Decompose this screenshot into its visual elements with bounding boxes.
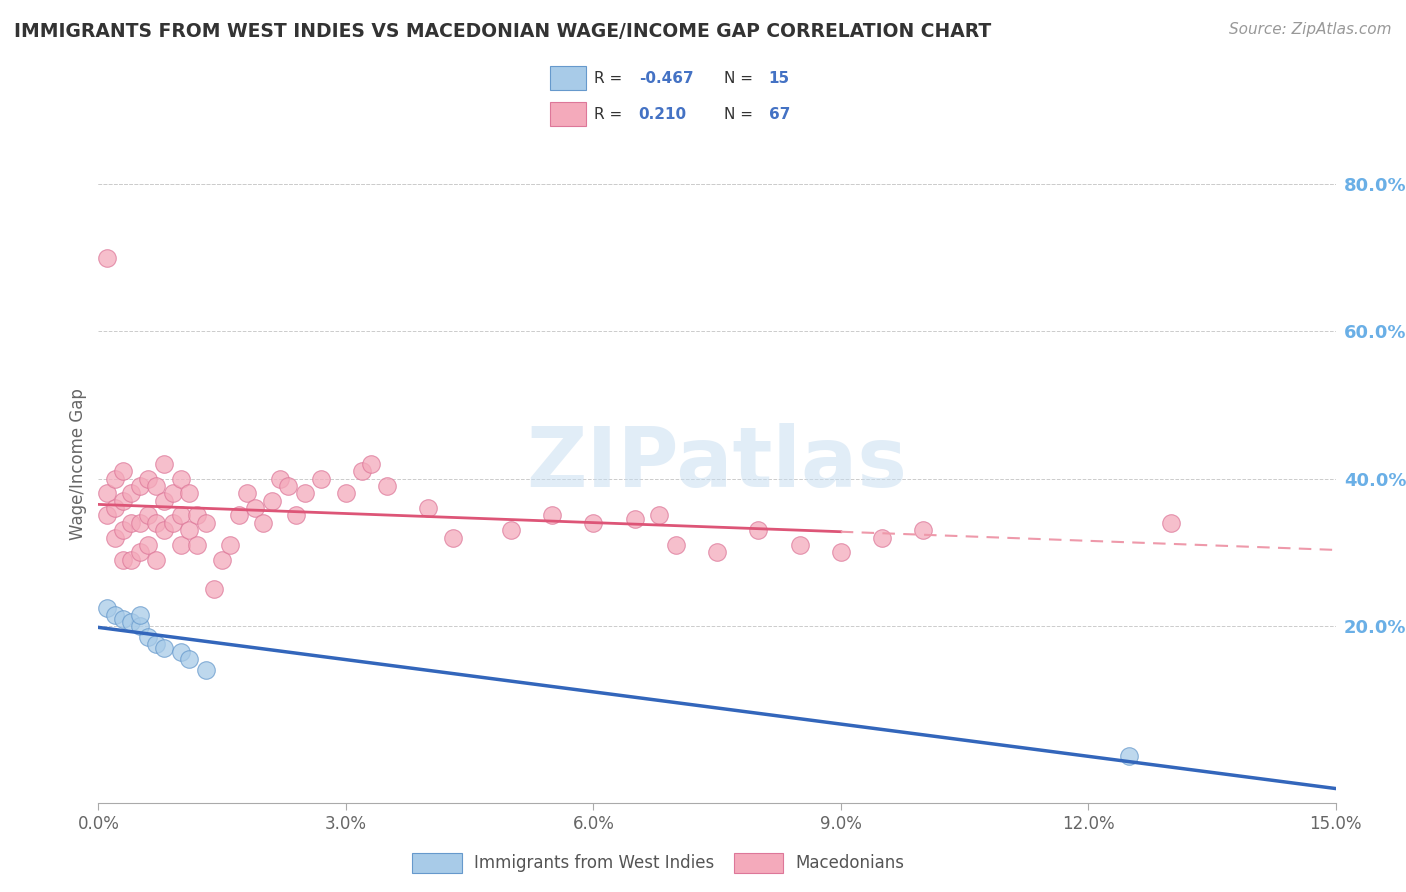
Point xyxy=(309,472,332,486)
Point xyxy=(260,493,283,508)
Point xyxy=(219,538,242,552)
Point xyxy=(269,472,291,486)
Text: R =: R = xyxy=(595,107,623,121)
Point xyxy=(145,479,167,493)
Point xyxy=(360,457,382,471)
Point xyxy=(145,637,167,651)
Point xyxy=(252,516,274,530)
Point xyxy=(648,508,671,523)
Point xyxy=(170,645,193,659)
Point xyxy=(243,501,266,516)
Text: Source: ZipAtlas.com: Source: ZipAtlas.com xyxy=(1229,22,1392,37)
Text: Immigrants from West Indies: Immigrants from West Indies xyxy=(474,854,714,872)
Point xyxy=(112,464,135,478)
Point xyxy=(170,472,193,486)
Bar xyxy=(550,103,586,126)
Point xyxy=(104,531,127,545)
Point xyxy=(541,508,564,523)
Point xyxy=(194,516,217,530)
Point xyxy=(128,545,150,559)
Point xyxy=(136,508,159,523)
Point xyxy=(912,523,935,537)
Point xyxy=(104,607,127,622)
Point xyxy=(277,479,299,493)
Point xyxy=(112,493,135,508)
Point xyxy=(1118,749,1140,764)
Point xyxy=(128,607,150,622)
Point xyxy=(789,538,811,552)
Point xyxy=(236,486,259,500)
Point xyxy=(179,652,201,666)
Point xyxy=(128,479,150,493)
Point xyxy=(1160,516,1182,530)
Bar xyxy=(734,853,783,872)
Point xyxy=(136,538,159,552)
Point xyxy=(202,582,225,596)
Text: N =: N = xyxy=(724,107,754,121)
Point xyxy=(499,523,522,537)
Text: 15: 15 xyxy=(769,70,790,86)
Point xyxy=(120,552,142,566)
Point xyxy=(145,516,167,530)
Point xyxy=(153,641,176,656)
Point xyxy=(352,464,374,478)
Point xyxy=(120,516,142,530)
Point xyxy=(170,508,193,523)
Point xyxy=(153,523,176,537)
Point xyxy=(418,501,440,516)
Point xyxy=(96,508,118,523)
Point xyxy=(285,508,308,523)
Point xyxy=(170,538,193,552)
Point xyxy=(211,552,233,566)
Point xyxy=(228,508,250,523)
Point xyxy=(112,552,135,566)
Point xyxy=(665,538,688,552)
Point xyxy=(294,486,316,500)
Point xyxy=(162,486,184,500)
Point xyxy=(186,508,208,523)
Point xyxy=(153,493,176,508)
Point xyxy=(128,516,150,530)
Point xyxy=(120,615,142,630)
Point xyxy=(870,531,893,545)
Point xyxy=(153,457,176,471)
Y-axis label: Wage/Income Gap: Wage/Income Gap xyxy=(69,388,87,540)
Point xyxy=(136,630,159,644)
Point xyxy=(186,538,208,552)
Point xyxy=(112,611,135,625)
Text: N =: N = xyxy=(724,70,754,86)
Text: 67: 67 xyxy=(769,107,790,121)
Point xyxy=(128,619,150,633)
Point xyxy=(747,523,769,537)
Bar xyxy=(550,66,586,90)
Point xyxy=(162,516,184,530)
Point xyxy=(96,251,118,265)
Point xyxy=(136,472,159,486)
Point xyxy=(582,516,605,530)
Text: 0.210: 0.210 xyxy=(638,107,688,121)
Point xyxy=(145,552,167,566)
Text: ZIPatlas: ZIPatlas xyxy=(527,424,907,504)
Point xyxy=(179,486,201,500)
Point xyxy=(706,545,728,559)
Point xyxy=(120,486,142,500)
Text: Macedonians: Macedonians xyxy=(796,854,905,872)
Point xyxy=(104,501,127,516)
Text: R =: R = xyxy=(595,70,623,86)
Point xyxy=(623,512,645,526)
Point xyxy=(830,545,852,559)
Point xyxy=(112,523,135,537)
Point xyxy=(441,531,464,545)
Point xyxy=(96,486,118,500)
Point xyxy=(104,472,127,486)
Text: -0.467: -0.467 xyxy=(638,70,693,86)
Point xyxy=(179,523,201,537)
Point xyxy=(194,663,217,677)
Bar xyxy=(412,853,461,872)
Point xyxy=(375,479,398,493)
Text: IMMIGRANTS FROM WEST INDIES VS MACEDONIAN WAGE/INCOME GAP CORRELATION CHART: IMMIGRANTS FROM WEST INDIES VS MACEDONIA… xyxy=(14,22,991,41)
Point xyxy=(335,486,357,500)
Point xyxy=(96,600,118,615)
